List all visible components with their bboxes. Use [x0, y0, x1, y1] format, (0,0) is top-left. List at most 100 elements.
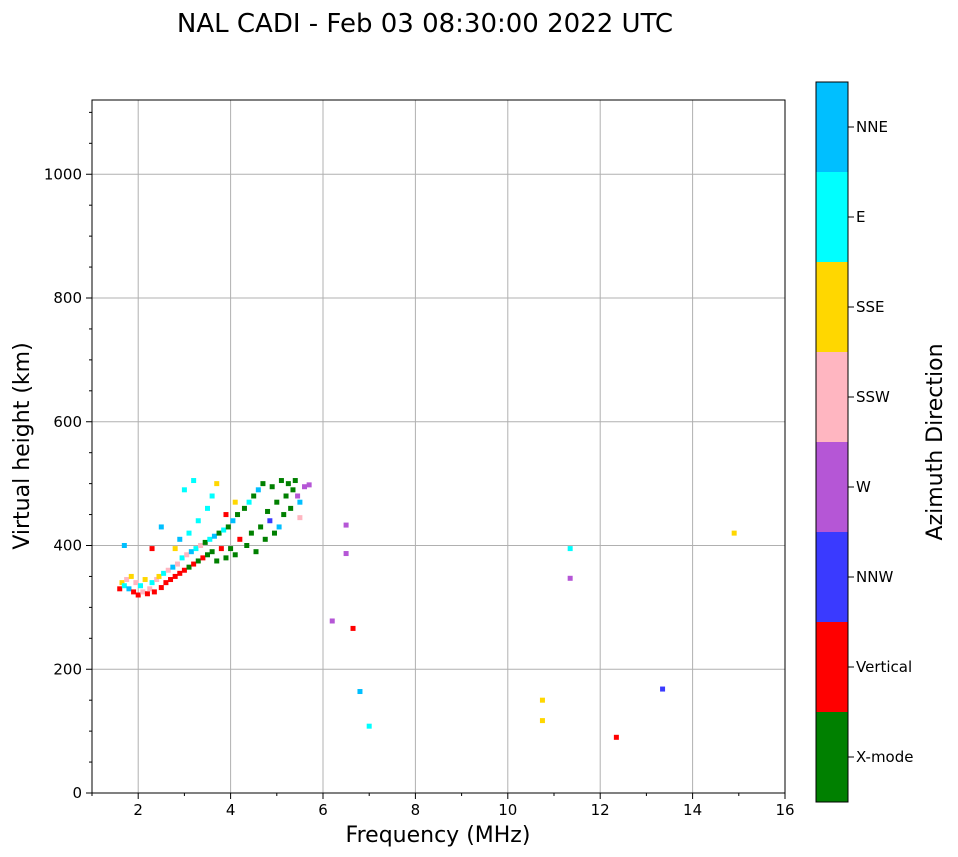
data-point	[539, 697, 545, 703]
x-axis-ticks: 2 4 6 8 10 12 14 16	[91, 793, 795, 819]
data-point	[248, 530, 254, 536]
data-point	[218, 546, 224, 552]
data-point	[274, 499, 280, 505]
data-point	[142, 577, 148, 583]
data-point	[731, 530, 737, 536]
data-point	[235, 512, 241, 518]
colorbar-label: Azimuth Direction	[923, 343, 948, 540]
data-point	[225, 524, 231, 530]
colorbar-tick-label: Vertical	[856, 658, 912, 676]
data-point	[232, 499, 238, 505]
data-point	[205, 552, 210, 558]
data-point	[260, 481, 266, 487]
data-point	[237, 536, 243, 542]
data-point	[278, 478, 284, 484]
data-point	[198, 543, 204, 548]
data-point	[128, 573, 134, 579]
data-point	[357, 689, 363, 695]
colorbar-tick-label: SSE	[856, 298, 885, 316]
data-point	[161, 570, 167, 576]
y-tick-label: 1000	[44, 165, 82, 183]
data-point	[165, 567, 171, 573]
data-point	[117, 586, 123, 592]
colorbar-segment	[816, 82, 848, 172]
data-point	[202, 539, 208, 545]
data-point	[151, 589, 157, 595]
data-point	[181, 487, 187, 493]
data-point	[228, 546, 234, 552]
data-point	[258, 524, 264, 530]
colorbar-segment	[816, 262, 848, 352]
data-point	[271, 530, 277, 536]
data-point	[158, 524, 164, 530]
data-point	[539, 718, 545, 724]
data-point	[209, 549, 215, 555]
data-point	[174, 561, 180, 567]
data-point	[288, 505, 294, 511]
data-point	[302, 484, 308, 490]
x-tick-label: 6	[318, 801, 328, 819]
data-point	[295, 493, 301, 499]
data-point	[343, 551, 349, 557]
data-point	[154, 577, 160, 583]
data-point	[135, 592, 141, 598]
colorbar-tick-label: SSW	[856, 388, 890, 406]
colorbar-tick-label: X-mode	[856, 748, 913, 766]
x-tick-label: 2	[133, 801, 143, 819]
colorbar-tick-label: E	[856, 208, 865, 226]
x-tick-label: 16	[775, 801, 794, 819]
data-point	[138, 583, 144, 589]
data-point	[297, 515, 303, 521]
data-point	[283, 493, 289, 499]
y-tick-label: 800	[53, 289, 82, 307]
data-point	[207, 536, 213, 542]
data-point	[177, 570, 183, 576]
data-point	[329, 618, 335, 624]
data-point	[133, 580, 139, 586]
data-point	[230, 518, 236, 524]
colorbar-tick-label: NNE	[856, 118, 888, 136]
chart-title: NAL CADI - Feb 03 08:30:00 2022 UTC	[177, 9, 673, 39]
data-point	[170, 564, 176, 570]
data-point	[124, 577, 130, 583]
data-point	[126, 586, 132, 592]
data-point	[181, 567, 187, 573]
data-point	[186, 564, 192, 570]
data-point	[147, 586, 153, 592]
data-point	[241, 505, 247, 511]
data-point	[149, 580, 155, 586]
data-point	[253, 549, 259, 555]
data-point	[567, 575, 573, 581]
x-tick-label: 14	[683, 801, 702, 819]
data-point	[163, 580, 169, 586]
data-point	[246, 499, 252, 505]
x-tick-label: 10	[498, 801, 517, 819]
data-points	[117, 478, 737, 740]
data-point	[366, 723, 372, 729]
data-point	[186, 530, 192, 536]
data-point	[191, 561, 197, 567]
plot-frame	[91, 99, 786, 794]
colorbar-segment	[816, 712, 848, 802]
data-point	[244, 543, 250, 548]
data-point	[216, 530, 222, 536]
colorbar-segment	[816, 442, 848, 532]
data-point	[177, 536, 183, 542]
x-tick-label: 12	[591, 801, 610, 819]
data-point	[276, 524, 282, 530]
data-point	[306, 482, 312, 488]
data-point	[156, 573, 162, 579]
data-point	[209, 493, 215, 499]
data-point	[188, 549, 194, 555]
data-point	[255, 487, 261, 493]
data-point	[265, 508, 271, 514]
data-point	[221, 527, 227, 533]
data-point	[262, 536, 268, 542]
colorbar-segment	[816, 532, 848, 622]
data-point	[172, 546, 178, 552]
data-point	[292, 478, 298, 484]
data-point	[158, 585, 164, 591]
data-point	[267, 518, 273, 524]
data-point	[251, 493, 257, 499]
